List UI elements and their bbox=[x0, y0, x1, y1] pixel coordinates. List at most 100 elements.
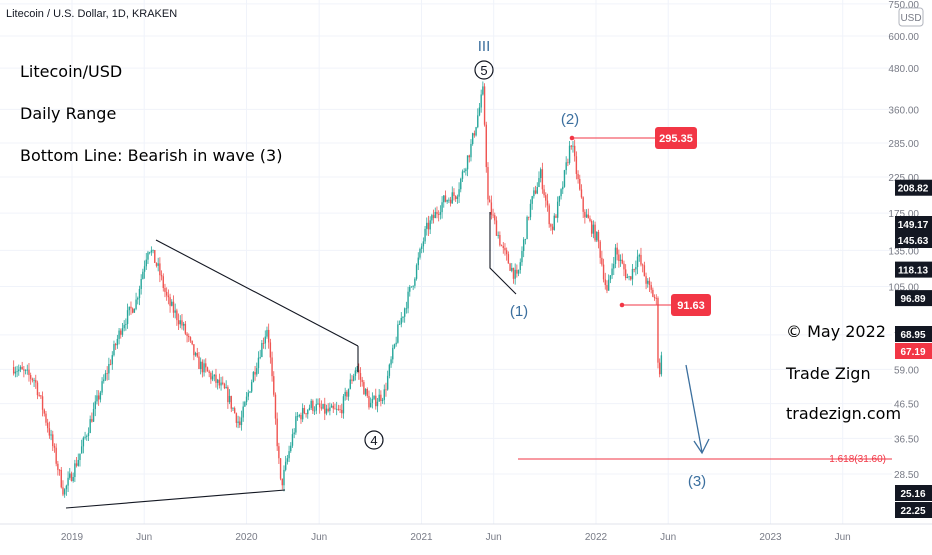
candle-body bbox=[623, 263, 625, 270]
candle-body bbox=[80, 446, 83, 454]
candle-body bbox=[376, 401, 379, 407]
candle-body bbox=[381, 399, 384, 401]
candle-body bbox=[137, 298, 139, 300]
candle-body bbox=[60, 469, 62, 488]
candle-body bbox=[145, 259, 147, 267]
wave-label-4: 4 bbox=[370, 433, 377, 448]
callout-dot[interactable] bbox=[619, 302, 625, 308]
candle-body bbox=[346, 391, 348, 397]
candle-body bbox=[312, 400, 314, 411]
candle-body bbox=[38, 395, 40, 396]
candle-body bbox=[485, 124, 487, 168]
candle-body bbox=[587, 214, 589, 219]
candle-body bbox=[174, 310, 176, 313]
candle-body bbox=[648, 280, 651, 286]
y-tick-label: 225.00 bbox=[888, 173, 919, 184]
candle-body bbox=[366, 388, 368, 396]
candle-body bbox=[106, 373, 108, 374]
price-label-box bbox=[895, 326, 932, 342]
candle-body bbox=[522, 239, 525, 251]
wave-label-2: (2) bbox=[561, 111, 579, 128]
callout-box[interactable] bbox=[671, 294, 711, 316]
candle-body bbox=[315, 404, 317, 411]
brand-site[interactable]: tradezign.com bbox=[786, 404, 902, 423]
candle-body bbox=[494, 215, 496, 221]
candle-body bbox=[320, 407, 323, 409]
wave-1-line[interactable] bbox=[489, 212, 517, 295]
candle-body bbox=[104, 373, 107, 380]
candle-body bbox=[473, 133, 476, 136]
candle-body bbox=[273, 376, 275, 395]
candle-body bbox=[274, 394, 277, 419]
candle-body bbox=[176, 310, 178, 321]
candle-body bbox=[135, 299, 137, 309]
candle-body bbox=[12, 366, 15, 374]
candle-body bbox=[305, 413, 307, 415]
candle-body bbox=[550, 224, 552, 227]
candle-body bbox=[626, 277, 629, 279]
candle-body bbox=[307, 409, 309, 415]
price-label: 118.13 bbox=[898, 266, 928, 277]
candle-body bbox=[417, 257, 419, 266]
x-tick-label: Jun bbox=[136, 532, 152, 543]
candle-body bbox=[641, 264, 644, 266]
candle-body bbox=[347, 388, 350, 397]
candle-body bbox=[14, 371, 17, 374]
candle-body bbox=[96, 395, 98, 402]
candle-body bbox=[373, 395, 375, 399]
candle-body bbox=[116, 338, 119, 346]
candle-body bbox=[507, 254, 510, 264]
candle-body bbox=[228, 395, 231, 403]
trendline-upper[interactable] bbox=[155, 239, 359, 347]
candle-body bbox=[614, 247, 617, 264]
x-tick-label: 2023 bbox=[759, 532, 782, 543]
candle-body bbox=[271, 357, 273, 377]
candle-body bbox=[512, 267, 515, 279]
callout-dot[interactable] bbox=[569, 135, 575, 141]
callout-label: 295.35 bbox=[659, 133, 693, 145]
candle-body bbox=[386, 375, 389, 390]
y-tick-label: 59.00 bbox=[894, 365, 919, 376]
x-tick-label: Jun bbox=[486, 532, 502, 543]
candle-body bbox=[465, 169, 467, 172]
price-label-box bbox=[895, 232, 932, 248]
y-tick-label: 135.00 bbox=[888, 246, 919, 257]
candle-body bbox=[553, 215, 555, 230]
candle-body bbox=[584, 211, 586, 218]
projection-arrowhead[interactable] bbox=[693, 438, 710, 455]
candle-body bbox=[545, 195, 547, 201]
candle-body bbox=[171, 301, 173, 306]
candle-body bbox=[40, 395, 42, 397]
x-tick-label: 2020 bbox=[235, 532, 258, 543]
candle-body bbox=[616, 247, 618, 255]
candle-body bbox=[427, 222, 430, 230]
candle-body bbox=[592, 224, 595, 234]
candle-body bbox=[354, 370, 357, 376]
candle-body bbox=[120, 330, 122, 335]
projection-arrow[interactable] bbox=[685, 364, 703, 453]
candle-body bbox=[186, 333, 188, 336]
candle-body bbox=[128, 306, 130, 311]
candle-body bbox=[380, 394, 382, 401]
candle-body bbox=[101, 381, 103, 393]
candle-body bbox=[332, 405, 334, 409]
candle-body bbox=[288, 451, 290, 459]
candle-body bbox=[638, 254, 640, 257]
candle-body bbox=[575, 156, 578, 174]
candle-body bbox=[597, 231, 600, 242]
candle-body bbox=[502, 246, 504, 248]
candle-body bbox=[619, 259, 622, 261]
candle-body bbox=[210, 372, 212, 380]
candle-body bbox=[602, 264, 605, 280]
candle-body bbox=[590, 221, 593, 234]
candle-body bbox=[534, 190, 537, 194]
candle-body bbox=[375, 395, 377, 407]
candle-body bbox=[167, 295, 170, 298]
callout-box[interactable] bbox=[655, 127, 697, 149]
candle-body bbox=[337, 408, 340, 410]
y-tick-label: 46.50 bbox=[894, 400, 919, 411]
trendline-lower[interactable] bbox=[65, 489, 286, 509]
candle-body bbox=[490, 202, 493, 215]
symbol-line[interactable]: Litecoin / U.S. Dollar, 1D, KRAKEN bbox=[6, 8, 178, 20]
currency-box[interactable] bbox=[898, 7, 924, 27]
